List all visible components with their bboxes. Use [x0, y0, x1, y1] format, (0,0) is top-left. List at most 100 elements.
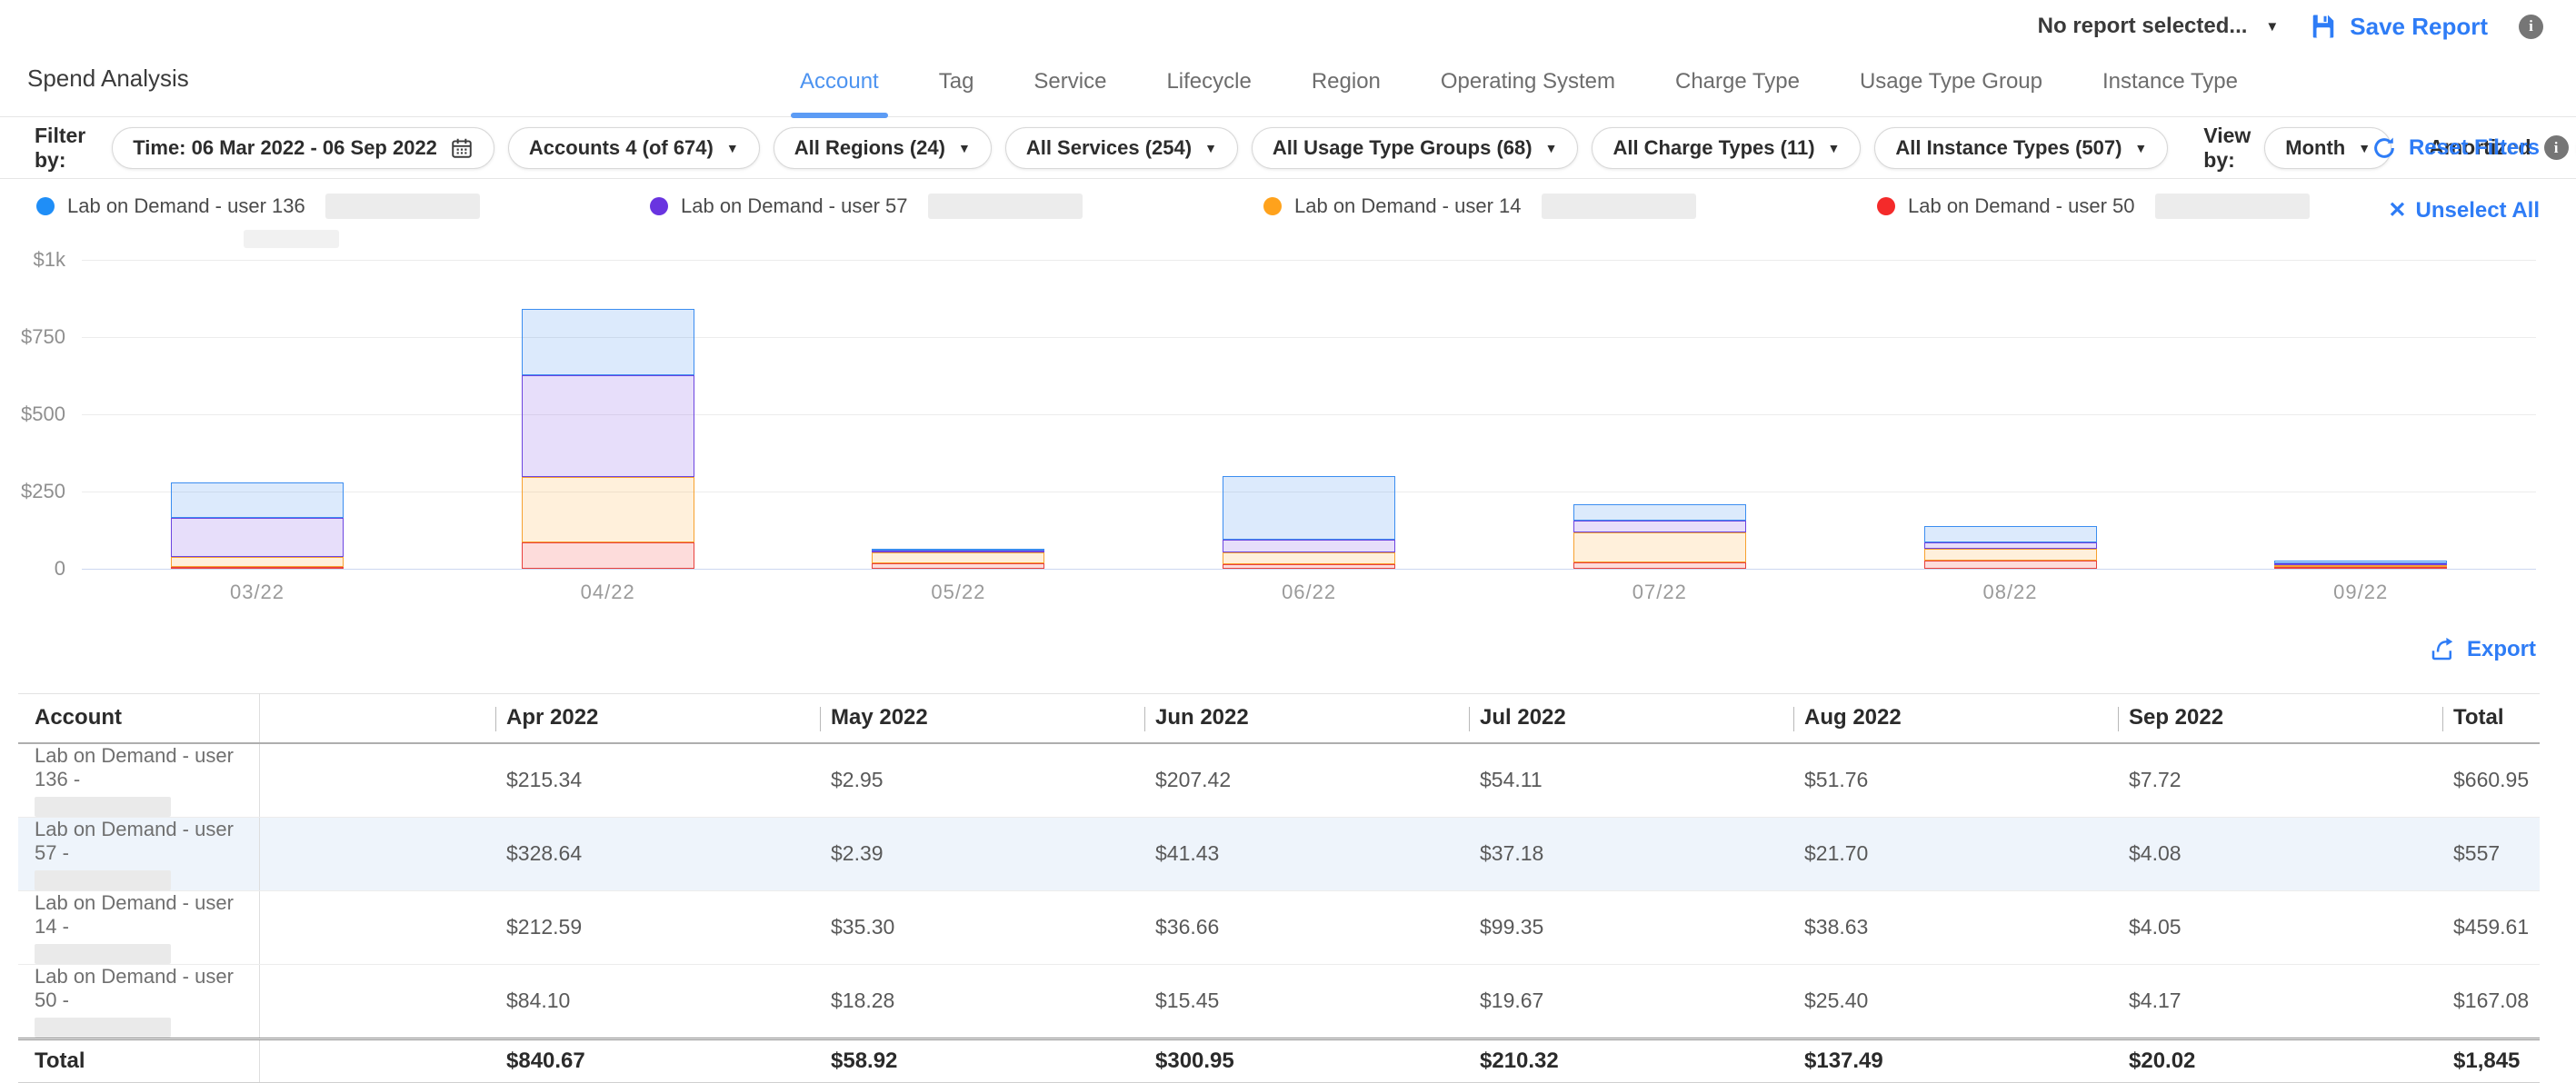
bar-06-22[interactable]: [1223, 476, 1395, 569]
spacer-cell: [259, 964, 495, 1038]
tab-instance-type[interactable]: Instance Type: [2102, 69, 2238, 116]
chevron-down-icon: ▼: [1204, 141, 1217, 155]
save-report-button[interactable]: Save Report: [2310, 13, 2488, 41]
value-cell: $2.95: [820, 743, 1144, 818]
redacted-text: [35, 944, 171, 964]
bar-05-22[interactable]: [872, 549, 1044, 569]
tab-region[interactable]: Region: [1312, 69, 1381, 116]
bar-segment: [522, 375, 694, 477]
unselect-all-label: Unselect All: [2416, 198, 2541, 224]
report-selector-label: No report selected...: [2038, 14, 2248, 39]
tab-usage-type-group[interactable]: Usage Type Group: [1860, 69, 2042, 116]
save-icon: [2310, 13, 2337, 40]
total-value-cell: $1,845: [2442, 1038, 2540, 1082]
y-axis-tick-label: $250: [0, 480, 65, 503]
page-title: Spend Analysis: [27, 65, 189, 93]
x-axis-tick-label: 03/22: [185, 581, 330, 604]
top-bar: No report selected... ▼ Save Report i: [2038, 0, 2543, 53]
legend-color-dot: [1263, 197, 1282, 215]
table-row[interactable]: Lab on Demand - user 14 -$212.59$35.30$3…: [18, 890, 2540, 964]
bar-segment: [1924, 542, 2097, 549]
time-filter-pill[interactable]: Time: 06 Mar 2022 - 06 Sep 2022: [112, 127, 494, 169]
gridline: [82, 569, 2536, 570]
x-axis-tick-label: 06/22: [1236, 581, 1382, 604]
bar-03-22[interactable]: [171, 482, 344, 569]
bar-07-22[interactable]: [1573, 504, 1746, 569]
value-cell: $15.45: [1144, 964, 1469, 1038]
bar-segment: [171, 482, 344, 518]
table-row[interactable]: Lab on Demand - user 136 -$215.34$2.95$2…: [18, 743, 2540, 818]
total-value-cell: $20.02: [2118, 1038, 2442, 1082]
filter-dropdown-pill[interactable]: All Services (254) ▼: [1005, 127, 1238, 169]
info-icon[interactable]: i: [2519, 15, 2543, 39]
filter-dropdown-pill[interactable]: All Instance Types (507)▼: [1874, 127, 2168, 169]
bar-segment: [1924, 526, 2097, 542]
redacted-text: [325, 194, 480, 219]
filter-pill-label: All Usage Type Groups (68): [1273, 136, 1533, 160]
account-name: Lab on Demand - user 57 -: [35, 818, 259, 865]
bar-08-22[interactable]: [1924, 526, 2097, 569]
export-button[interactable]: Export: [2429, 636, 2536, 663]
table-row[interactable]: Lab on Demand - user 50 -$84.10$18.28$15…: [18, 964, 2540, 1038]
bar-segment: [1573, 532, 1746, 563]
value-cell: $51.76: [1793, 743, 2118, 818]
refresh-icon: [2371, 134, 2398, 162]
y-axis-tick-label: $1k: [0, 248, 65, 272]
tab-lifecycle[interactable]: Lifecycle: [1166, 69, 1251, 116]
value-cell: $84.10: [495, 964, 820, 1038]
amortized-info-icon[interactable]: i: [2544, 135, 2569, 160]
tab-service[interactable]: Service: [1033, 69, 1106, 116]
save-report-label: Save Report: [2350, 13, 2488, 41]
legend-item[interactable]: Lab on Demand - user 14: [1263, 194, 1877, 219]
value-cell: $167.08: [2442, 964, 2540, 1038]
tab-charge-type[interactable]: Charge Type: [1675, 69, 1800, 116]
bar-segment: [522, 542, 694, 569]
export-label: Export: [2467, 637, 2536, 662]
account-cell: Lab on Demand - user 14 -: [18, 890, 259, 964]
filter-dropdown-pill[interactable]: All Usage Type Groups (68)▼: [1252, 127, 1579, 169]
bar-segment: [872, 552, 1044, 563]
redacted-text: [35, 870, 171, 890]
table-row[interactable]: Lab on Demand - user 57 -$328.64$2.39$41…: [18, 817, 2540, 890]
total-value-cell: $840.67: [495, 1038, 820, 1082]
account-cell: Lab on Demand - user 136 -: [18, 743, 259, 818]
filter-pill-label: All Services (254): [1026, 136, 1192, 160]
bar-segment: [1924, 561, 2097, 569]
spacer-cell: [259, 817, 495, 890]
column-header: Jul 2022: [1469, 694, 1793, 743]
legend-color-dot: [1877, 197, 1895, 215]
tab-operating-system[interactable]: Operating System: [1441, 69, 1615, 116]
legend-item[interactable]: Lab on Demand - user 57: [650, 194, 1263, 219]
filter-dropdown-pill[interactable]: Accounts 4 (of 674)▼: [508, 127, 760, 169]
legend-color-dot: [650, 197, 668, 215]
bar-04-22[interactable]: [522, 309, 694, 569]
total-value-cell: $58.92: [820, 1038, 1144, 1082]
value-cell: $4.08: [2118, 817, 2442, 890]
value-cell: $207.42: [1144, 743, 1469, 818]
tab-account[interactable]: Account: [800, 69, 879, 116]
filter-dropdown-pill[interactable]: All Regions (24)▼: [774, 127, 992, 169]
account-cell: Lab on Demand - user 57 -: [18, 817, 259, 890]
filter-dropdown-pill[interactable]: All Charge Types (11)▼: [1592, 127, 1861, 169]
chevron-down-icon: ▼: [2265, 19, 2279, 35]
value-cell: $36.66: [1144, 890, 1469, 964]
column-header: Sep 2022: [2118, 694, 2442, 743]
spacer-cell: [259, 743, 495, 818]
bar-segment: [1223, 564, 1395, 569]
legend-label: Lab on Demand - user 50: [1908, 194, 2135, 218]
x-axis-tick-label: 09/22: [2288, 581, 2433, 604]
gridline: [82, 337, 2536, 338]
bar-09-22[interactable]: [2274, 561, 2447, 569]
filter-pill-label: All Charge Types (11): [1612, 136, 1814, 160]
value-cell: $4.17: [2118, 964, 2442, 1038]
bar-segment: [171, 567, 344, 569]
unselect-all-button[interactable]: ✕ Unselect All: [2388, 197, 2540, 224]
account-name: Lab on Demand - user 14 -: [35, 891, 259, 939]
reset-filters-button[interactable]: Reset Filters: [2371, 134, 2540, 162]
bar-segment: [1573, 521, 1746, 532]
value-cell: $212.59: [495, 890, 820, 964]
report-selector-dropdown[interactable]: No report selected... ▼: [2038, 14, 2280, 39]
tab-tag[interactable]: Tag: [939, 69, 974, 116]
legend-item[interactable]: Lab on Demand - user 136: [36, 194, 650, 219]
value-cell: $19.67: [1469, 964, 1793, 1038]
